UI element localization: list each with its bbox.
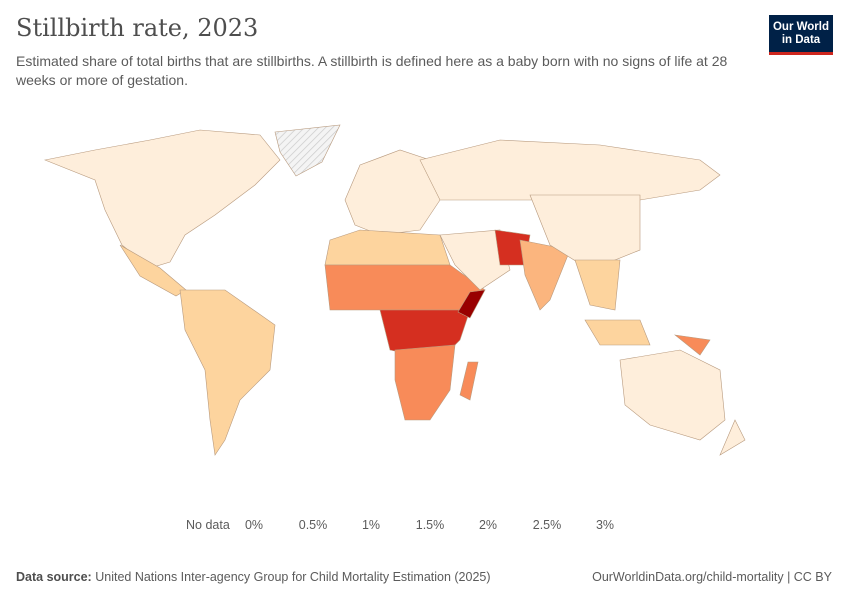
page-title: Stillbirth rate, 2023 [16, 14, 259, 42]
region-indonesia[interactable] [584, 319, 651, 346]
region-north-africa[interactable] [324, 229, 451, 266]
region-australia[interactable] [619, 349, 726, 441]
region-sahel[interactable] [324, 264, 486, 311]
legend-tick-label: 2% [478, 518, 498, 532]
data-source: Data source: United Nations Inter-agency… [16, 570, 491, 584]
region-north-america[interactable] [43, 129, 281, 269]
world-map[interactable] [0, 110, 850, 500]
region-madagascar[interactable] [459, 361, 479, 401]
legend-tick-label: 0% [244, 518, 264, 532]
region-papua-new-guinea[interactable] [673, 334, 711, 356]
owid-logo[interactable]: Our World in Data [769, 15, 833, 55]
region-south-america[interactable] [179, 289, 276, 456]
region-russia[interactable] [419, 139, 721, 201]
region-horn-of-africa[interactable] [457, 289, 486, 319]
footer-link[interactable]: OurWorldinData.org/child-mortality | CC … [592, 570, 832, 584]
region-new-zealand[interactable] [719, 419, 746, 456]
region-southeast-asia[interactable] [574, 259, 621, 311]
data-source-label: Data source: [16, 570, 92, 584]
legend-no-data-label: No data [186, 518, 230, 532]
legend-tick-label: 2.5% [532, 518, 562, 532]
legend-tick-label: 1% [361, 518, 381, 532]
legend-tick-label: 3% [595, 518, 615, 532]
region-southern-africa[interactable] [394, 344, 456, 421]
data-source-text[interactable]: United Nations Inter-agency Group for Ch… [95, 570, 491, 584]
region-middle-east[interactable] [439, 229, 511, 291]
legend-tick-label: 1.5% [415, 518, 445, 532]
page-subtitle: Estimated share of total births that are… [16, 53, 728, 88]
legend-tick-label: 0.5% [298, 518, 328, 532]
region-greenland[interactable] [274, 124, 341, 177]
